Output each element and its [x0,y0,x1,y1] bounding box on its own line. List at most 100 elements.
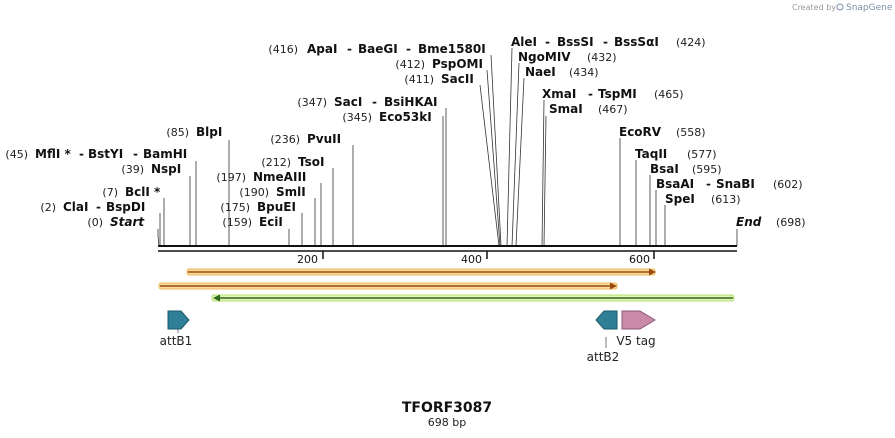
site-position: (175) [220,201,250,214]
orf-forward-2[interactable] [158,282,618,290]
site-label-ecorv[interactable]: EcoRV (558) [619,125,706,139]
site-position: (698) [776,216,806,229]
site-position: (236) [270,133,300,146]
site-name: SnaBI [716,177,755,191]
site-position: (159) [222,216,252,229]
site-leader-lines [157,47,738,247]
site-label-start[interactable]: (0) Start [87,215,145,229]
site-label-saci[interactable]: (347) SacI - BsiHKAI [297,95,437,109]
site-name: EciI [259,215,283,229]
site-label-tsoi[interactable]: (212) TsoI [261,155,324,169]
site-label-taqii[interactable]: TaqII (577) [635,147,717,161]
site-name: BstYI [88,147,123,161]
site-name: MflI * [35,147,71,161]
site-separator: - [347,42,352,56]
site-separator: - [406,42,411,56]
site-position: (85) [166,126,189,139]
site-position: (197) [216,171,246,184]
site-separator: - [603,35,608,49]
site-name: BsaI [650,162,679,176]
site-position: (2) [40,201,56,214]
site-label-clai[interactable]: (2) ClaI - BspDI [40,200,145,214]
site-position: (602) [773,178,803,191]
site-label-bsaai[interactable]: BsaAI - SnaBI (602) [656,177,803,191]
site-label-nspi[interactable]: (39) NspI [121,162,181,176]
site-label-bsai[interactable]: BsaI (595) [650,162,722,176]
site-separator: - [96,200,101,214]
site-position: (345) [342,111,372,124]
site-name: BssSI [557,35,594,49]
site-label-nmeaiii[interactable]: (197) NmeAIII [216,170,306,184]
site-label-blpi[interactable]: (85) BlpI [166,125,222,139]
site-label-naei[interactable]: NaeI (434) [525,65,599,79]
site-name: BaeGI [358,42,398,56]
site-separator: - [79,147,84,161]
site-position: (7) [102,186,118,199]
site-label-pvuii[interactable]: (236) PvuII [270,132,341,146]
site-label-xmai[interactable]: XmaI - TspMI (465) [542,87,684,101]
site-label-bpuei[interactable]: (175) BpuEI [220,200,296,214]
site-position: (411) [404,73,434,86]
site-name: Start [110,215,145,229]
site-name: BsiHKAI [384,95,438,109]
feature-attb2[interactable]: attB2 [587,310,620,364]
site-name: SacI [334,95,362,109]
site-label-spei[interactable]: SpeI (613) [665,192,741,206]
site-position: (412) [395,58,425,71]
site-name: End [736,215,762,229]
site-name: AleI [511,35,537,49]
site-position: (595) [692,163,722,176]
site-label-sacii[interactable]: (411) SacII [404,72,473,86]
feature-label: V5 tag [616,334,655,348]
ruler-label-200: 200 [297,253,318,266]
site-position: (467) [598,103,628,116]
site-position: (424) [676,36,706,49]
site-label-mfli[interactable]: (45) MflI * - BstYI - BamHI [5,147,187,161]
sequence-backbone[interactable] [158,245,737,252]
site-label-bcli[interactable]: (7) BclI * [102,185,161,199]
brand-created-by: Created by [792,3,836,12]
ruler: 200 400 600 [297,251,655,266]
site-position: (347) [297,96,327,109]
site-position: (613) [711,193,741,206]
site-label-smai[interactable]: SmaI (467) [549,102,628,116]
site-label-smli[interactable]: (190) SmlI [239,185,305,199]
site-name: TsoI [298,155,324,169]
site-name: NaeI [525,65,556,79]
site-label-alei[interactable]: AleI - BssSI - BssSαI (424) [511,35,706,49]
site-position: (558) [676,126,706,139]
site-position: (577) [687,148,717,161]
site-position: (465) [654,88,684,101]
site-label-ngomiv[interactable]: NgoMIV (432) [518,50,617,64]
site-name: BlpI [196,125,222,139]
site-name: BpuEI [257,200,296,214]
site-name: EcoRV [619,125,662,139]
sequence-length: 698 bp [428,416,466,429]
site-label-pspomi[interactable]: (412) PspOMI [395,57,483,71]
orf-forward-1[interactable] [186,268,656,276]
site-position: (432) [587,51,617,64]
site-position: (434) [569,66,599,79]
feature-v5-tag[interactable]: V5 tag [616,310,656,348]
site-label-eco53ki[interactable]: (345) Eco53kI [342,110,431,124]
site-name: SpeI [665,192,695,206]
site-name: SmaI [549,102,583,116]
site-name: BspDI [106,200,145,214]
site-label-end[interactable]: End (698) [736,215,806,229]
snapgene-logo-icon [836,3,844,11]
site-name: TaqII [635,147,667,161]
attb2-arrow-icon [595,310,618,330]
site-label-apai[interactable]: (416) ApaI - BaeGI - Bme1580I [268,42,485,56]
site-separator: - [706,177,711,191]
site-position: (416) [268,43,298,56]
feature-attb1[interactable]: attB1 [160,310,193,348]
orf-reverse-1[interactable] [211,294,735,302]
site-name: SmlI [276,185,306,199]
site-name: BamHI [143,147,187,161]
site-name: BssSαI [614,35,659,49]
site-position: (190) [239,186,269,199]
site-name: PspOMI [432,57,483,71]
site-label-ecii[interactable]: (159) EciI [222,215,282,229]
feature-label: attB1 [160,334,193,348]
